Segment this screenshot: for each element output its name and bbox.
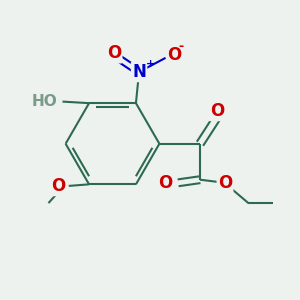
Text: O: O <box>51 177 66 195</box>
Text: O: O <box>210 102 224 120</box>
Text: HO: HO <box>32 94 58 109</box>
Text: O: O <box>218 174 232 192</box>
Text: O: O <box>167 46 182 64</box>
Text: N: N <box>132 63 146 81</box>
Text: O: O <box>158 174 172 192</box>
Text: +: + <box>146 59 155 69</box>
Text: O: O <box>107 44 121 62</box>
Text: -: - <box>179 40 184 53</box>
